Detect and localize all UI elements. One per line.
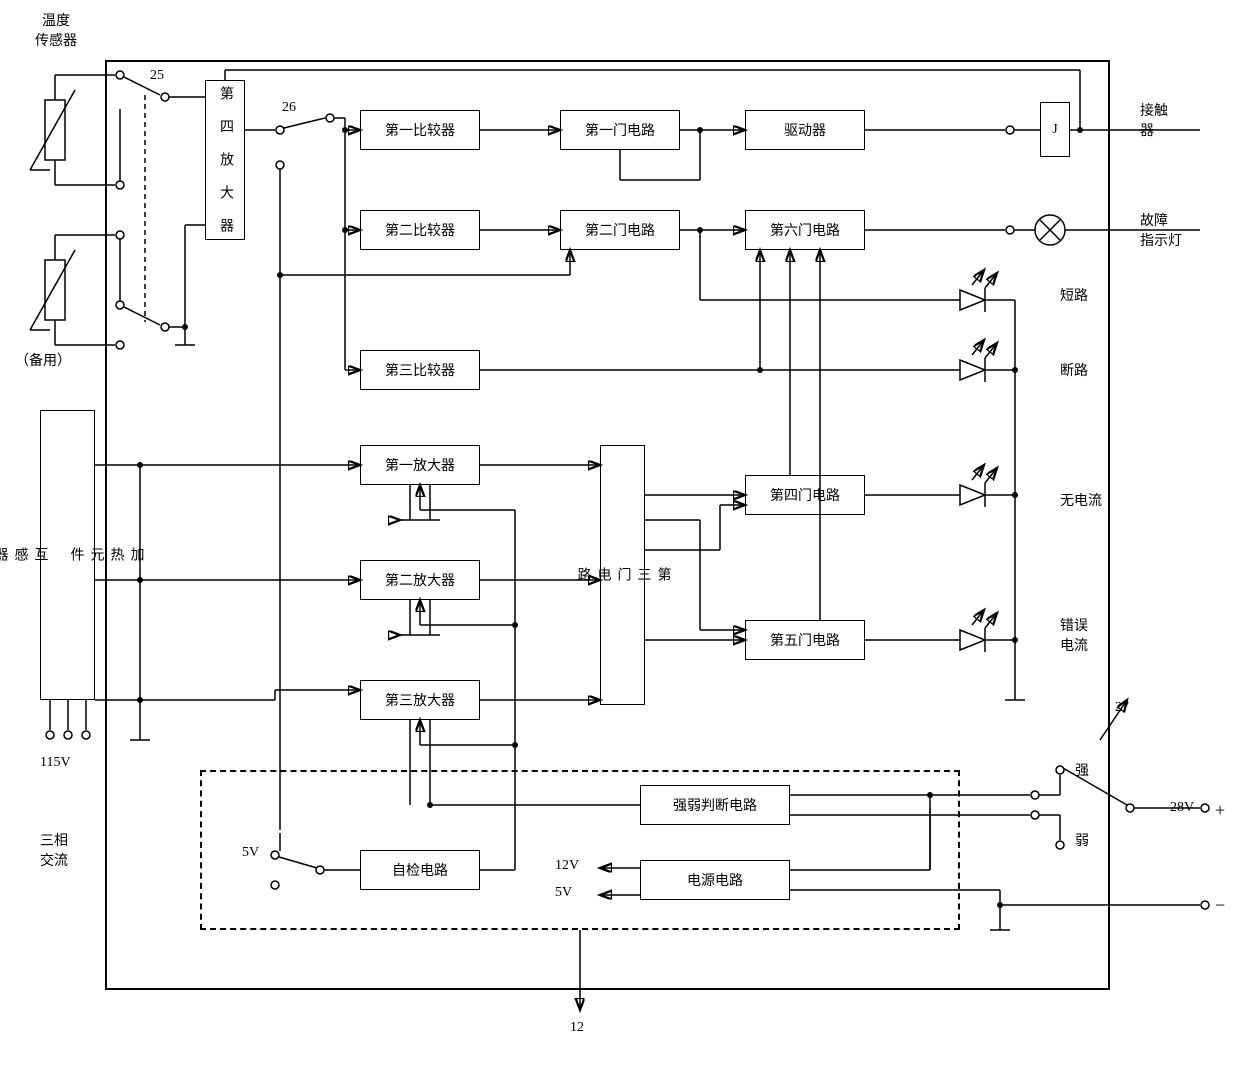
minus-label: − <box>1215 895 1225 916</box>
strong-label: 强 <box>1075 760 1089 780</box>
driver-text: 驱动器 <box>784 120 826 140</box>
thermistor-2 <box>30 235 75 345</box>
amp2-text: 第二放大器 <box>385 570 455 590</box>
short-label: 短路 <box>1060 285 1088 305</box>
cmp2-box: 第二比较器 <box>360 210 480 250</box>
relay-j-box: J <box>1040 102 1070 157</box>
gate5-text: 第五门电路 <box>770 630 840 650</box>
cmp1-text: 第一比较器 <box>385 120 455 140</box>
self-check-text: 自检电路 <box>392 860 448 880</box>
gate2-box: 第二门电路 <box>560 210 680 250</box>
gate4-text: 第四门电路 <box>770 485 840 505</box>
amp1-box: 第一放大器 <box>360 445 480 485</box>
amp3-text: 第三放大器 <box>385 690 455 710</box>
v28-label: 28V <box>1170 800 1194 816</box>
power-circuit-text: 电源电路 <box>687 870 743 890</box>
gate6-text: 第六门电路 <box>770 220 840 240</box>
self-check-box: 自检电路 <box>360 850 480 890</box>
gate2-text: 第二门电路 <box>585 220 655 240</box>
power-circuit-box: 电源电路 <box>640 860 790 900</box>
v12-out-label: 12V <box>555 858 579 874</box>
gate3-box: 第 三 门 电 路 <box>600 445 645 705</box>
weak-label: 弱 <box>1075 830 1089 850</box>
dashed-frame <box>200 770 960 930</box>
gate5-box: 第五门电路 <box>745 620 865 660</box>
amp2-box: 第二放大器 <box>360 560 480 600</box>
driver-box: 驱动器 <box>745 110 865 150</box>
strong-weak-box: 强弱判断电路 <box>640 785 790 825</box>
strong-weak-text: 强弱判断电路 <box>673 795 757 815</box>
gate1-text: 第一门电路 <box>585 120 655 140</box>
fault-led-label: 故障 指示灯 <box>1140 210 1182 250</box>
v5-label: 5V <box>242 845 259 861</box>
temp-sensor-label: 温度 传感器 <box>35 10 77 50</box>
v115-label: 115V <box>40 755 71 771</box>
sw25-label: 25 <box>150 68 164 84</box>
amp4-text: 第 四 放 大 器 <box>215 86 235 234</box>
gate4-box: 第四门电路 <box>745 475 865 515</box>
three-phase-label: 三相 交流 <box>40 830 68 870</box>
gate1-box: 第一门电路 <box>560 110 680 150</box>
amp1-text: 第一放大器 <box>385 455 455 475</box>
sw26-label: 26 <box>282 100 296 116</box>
plus-label: + <box>1215 800 1225 821</box>
gate3-text: 第 三 门 电 路 <box>573 567 673 583</box>
cmp2-text: 第二比较器 <box>385 220 455 240</box>
contactor-label: 接触 器 <box>1140 100 1168 140</box>
cmp1-box: 第一比较器 <box>360 110 480 150</box>
no-current-label: 无电流 <box>1060 490 1102 510</box>
cmp3-text: 第三比较器 <box>385 360 455 380</box>
amp4-box: 第 四 放 大 器 <box>205 80 245 240</box>
sw27-label: 27 <box>1115 700 1129 716</box>
heater-transformer-text: 加 热 元 件 互 感 器 <box>0 547 146 563</box>
gate6-box: 第六门电路 <box>745 210 865 250</box>
heater-transformer-box: 加 热 元 件 互 感 器 <box>40 410 95 700</box>
arrow12-label: 12 <box>570 1020 584 1036</box>
v5-out-label: 5V <box>555 885 572 901</box>
relay-j-text: J <box>1052 122 1057 138</box>
cmp3-box: 第三比较器 <box>360 350 480 390</box>
open-label: 断路 <box>1060 360 1088 380</box>
thermistor-1 <box>30 75 75 185</box>
wrong-current-label: 错误 电流 <box>1060 615 1088 655</box>
backup-label: （备用） <box>15 350 71 370</box>
amp3-box: 第三放大器 <box>360 680 480 720</box>
